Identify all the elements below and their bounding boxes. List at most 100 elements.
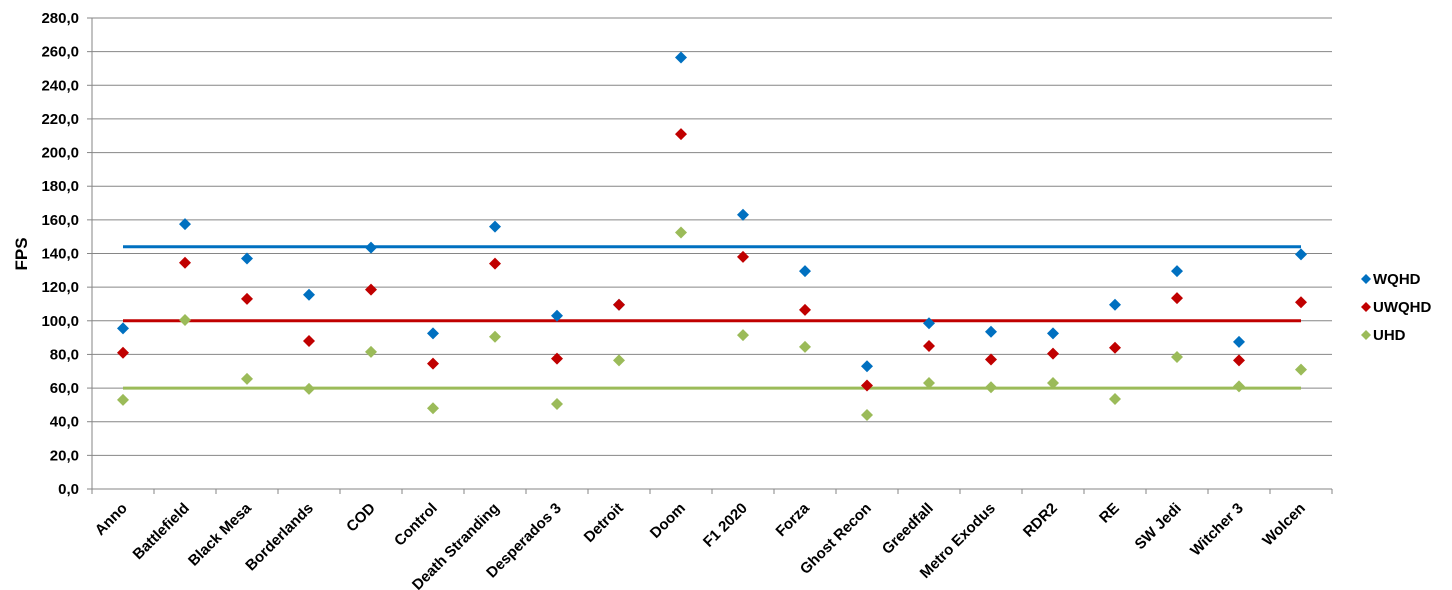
point-wqhd-ghost-recon	[861, 360, 873, 373]
y-tick-label: 280,0	[41, 10, 79, 27]
y-tick-label: 160,0	[41, 212, 79, 229]
y-tick-label: 260,0	[41, 44, 79, 61]
legend-label-wqhd: WQHD	[1373, 271, 1421, 288]
point-uwqhd-forza	[799, 303, 811, 316]
point-uwqhd-cod	[365, 283, 377, 296]
point-wqhd-anno	[117, 322, 129, 335]
point-uwqhd-wolcen	[1295, 296, 1307, 309]
y-tick-label: 0,0	[58, 481, 79, 498]
point-uhd-death-stranding	[489, 330, 501, 343]
y-tick-label: 40,0	[50, 414, 79, 431]
y-axis-label: FPS	[12, 237, 31, 270]
point-wqhd-cod	[365, 241, 377, 254]
y-tick-label: 240,0	[41, 77, 79, 94]
y-tick-label: 60,0	[50, 380, 79, 397]
legend-marker-uhd	[1361, 330, 1371, 340]
point-uwqhd-desperados-3	[551, 352, 563, 365]
point-wqhd-wolcen	[1295, 248, 1307, 261]
x-tick-label: RDR2	[1020, 500, 1061, 541]
legend-marker-wqhd	[1361, 274, 1371, 284]
point-uhd-doom	[675, 226, 687, 239]
point-wqhd-death-stranding	[489, 220, 501, 233]
point-uwqhd-detroit	[613, 298, 625, 311]
point-wqhd-doom	[675, 51, 687, 64]
point-wqhd-sw-jedi	[1171, 265, 1183, 278]
data-points	[117, 51, 1307, 421]
point-uhd-ghost-recon	[861, 408, 873, 421]
legend-marker-uwqhd	[1361, 302, 1371, 312]
point-wqhd-f1-2020	[737, 208, 749, 221]
y-tick-labels: 0,0 20,0 40,0 60,0 80,0 100,0 120,0 140,0 160,0 1…	[41, 10, 79, 498]
point-uhd-cod	[365, 345, 377, 358]
legend: WQHD UWQHD UHD	[1361, 271, 1431, 344]
point-uhd-witcher-3	[1233, 380, 1245, 393]
point-uwqhd-re	[1109, 341, 1121, 354]
point-wqhd-rdr2	[1047, 327, 1059, 340]
point-uhd-greedfall	[923, 377, 935, 390]
point-uwqhd-witcher-3	[1233, 354, 1245, 367]
point-uhd-control	[427, 402, 439, 415]
reference-lines	[123, 245, 1301, 390]
y-tick-label: 220,0	[41, 111, 79, 128]
point-wqhd-black-mesa	[241, 252, 253, 265]
point-uhd-f1-2020	[737, 329, 749, 342]
point-uhd-borderlands	[303, 382, 315, 395]
point-uwqhd-death-stranding	[489, 257, 501, 270]
point-wqhd-re	[1109, 298, 1121, 311]
y-tick-label: 180,0	[41, 178, 79, 195]
point-uhd-battlefield	[179, 313, 191, 326]
point-uhd-sw-jedi	[1171, 350, 1183, 363]
x-tick-label: Witcher 3	[1187, 500, 1247, 560]
point-wqhd-witcher-3	[1233, 335, 1245, 348]
point-uhd-re	[1109, 393, 1121, 406]
point-uhd-anno	[117, 393, 129, 406]
point-uwqhd-sw-jedi	[1171, 292, 1183, 305]
point-uhd-metro-exodus	[985, 381, 997, 394]
point-wqhd-desperados-3	[551, 309, 563, 322]
x-tick-label: F1 2020	[700, 500, 751, 551]
x-tick-label: COD	[343, 500, 379, 536]
legend-label-uhd: UHD	[1373, 327, 1406, 344]
point-wqhd-greedfall	[923, 317, 935, 330]
y-tick-label: 20,0	[50, 447, 79, 464]
x-tick-label: Doom	[647, 500, 689, 542]
point-wqhd-borderlands	[303, 288, 315, 301]
y-tick-label: 120,0	[41, 279, 79, 296]
x-tick-label: RE	[1096, 500, 1123, 527]
y-tick-label: 100,0	[41, 313, 79, 330]
point-uwqhd-anno	[117, 346, 129, 359]
point-uwqhd-rdr2	[1047, 347, 1059, 360]
y-tick-label: 80,0	[50, 346, 79, 363]
point-uwqhd-ghost-recon	[861, 379, 873, 392]
x-tick-label: SW Jedi	[1132, 500, 1185, 553]
point-wqhd-forza	[799, 265, 811, 278]
point-uwqhd-greedfall	[923, 340, 935, 353]
legend-label-uwqhd: UWQHD	[1373, 299, 1431, 316]
gridlines	[92, 17, 1332, 456]
point-uhd-forza	[799, 340, 811, 353]
point-uhd-rdr2	[1047, 377, 1059, 390]
point-uwqhd-battlefield	[179, 256, 191, 269]
x-tick-label: Greedfall	[879, 500, 937, 558]
y-tick-label: 140,0	[41, 246, 79, 263]
point-uwqhd-control	[427, 357, 439, 370]
x-tick-label: Anno	[92, 500, 131, 539]
point-uwqhd-doom	[675, 128, 687, 141]
point-wqhd-control	[427, 327, 439, 340]
point-uhd-black-mesa	[241, 372, 253, 385]
point-uhd-desperados-3	[551, 398, 563, 411]
point-uhd-wolcen	[1295, 363, 1307, 376]
y-tick-label: 200,0	[41, 145, 79, 162]
point-uhd-detroit	[613, 354, 625, 367]
point-wqhd-battlefield	[179, 218, 191, 231]
point-uwqhd-borderlands	[303, 334, 315, 347]
x-tick-label: Wolcen	[1259, 500, 1309, 550]
x-tick-label: Detroit	[581, 500, 627, 546]
x-tick-label: Control	[391, 500, 441, 550]
x-tick-label: Battlefield	[130, 500, 193, 563]
point-wqhd-metro-exodus	[985, 325, 997, 338]
axes	[87, 17, 1333, 494]
point-uwqhd-black-mesa	[241, 292, 253, 305]
